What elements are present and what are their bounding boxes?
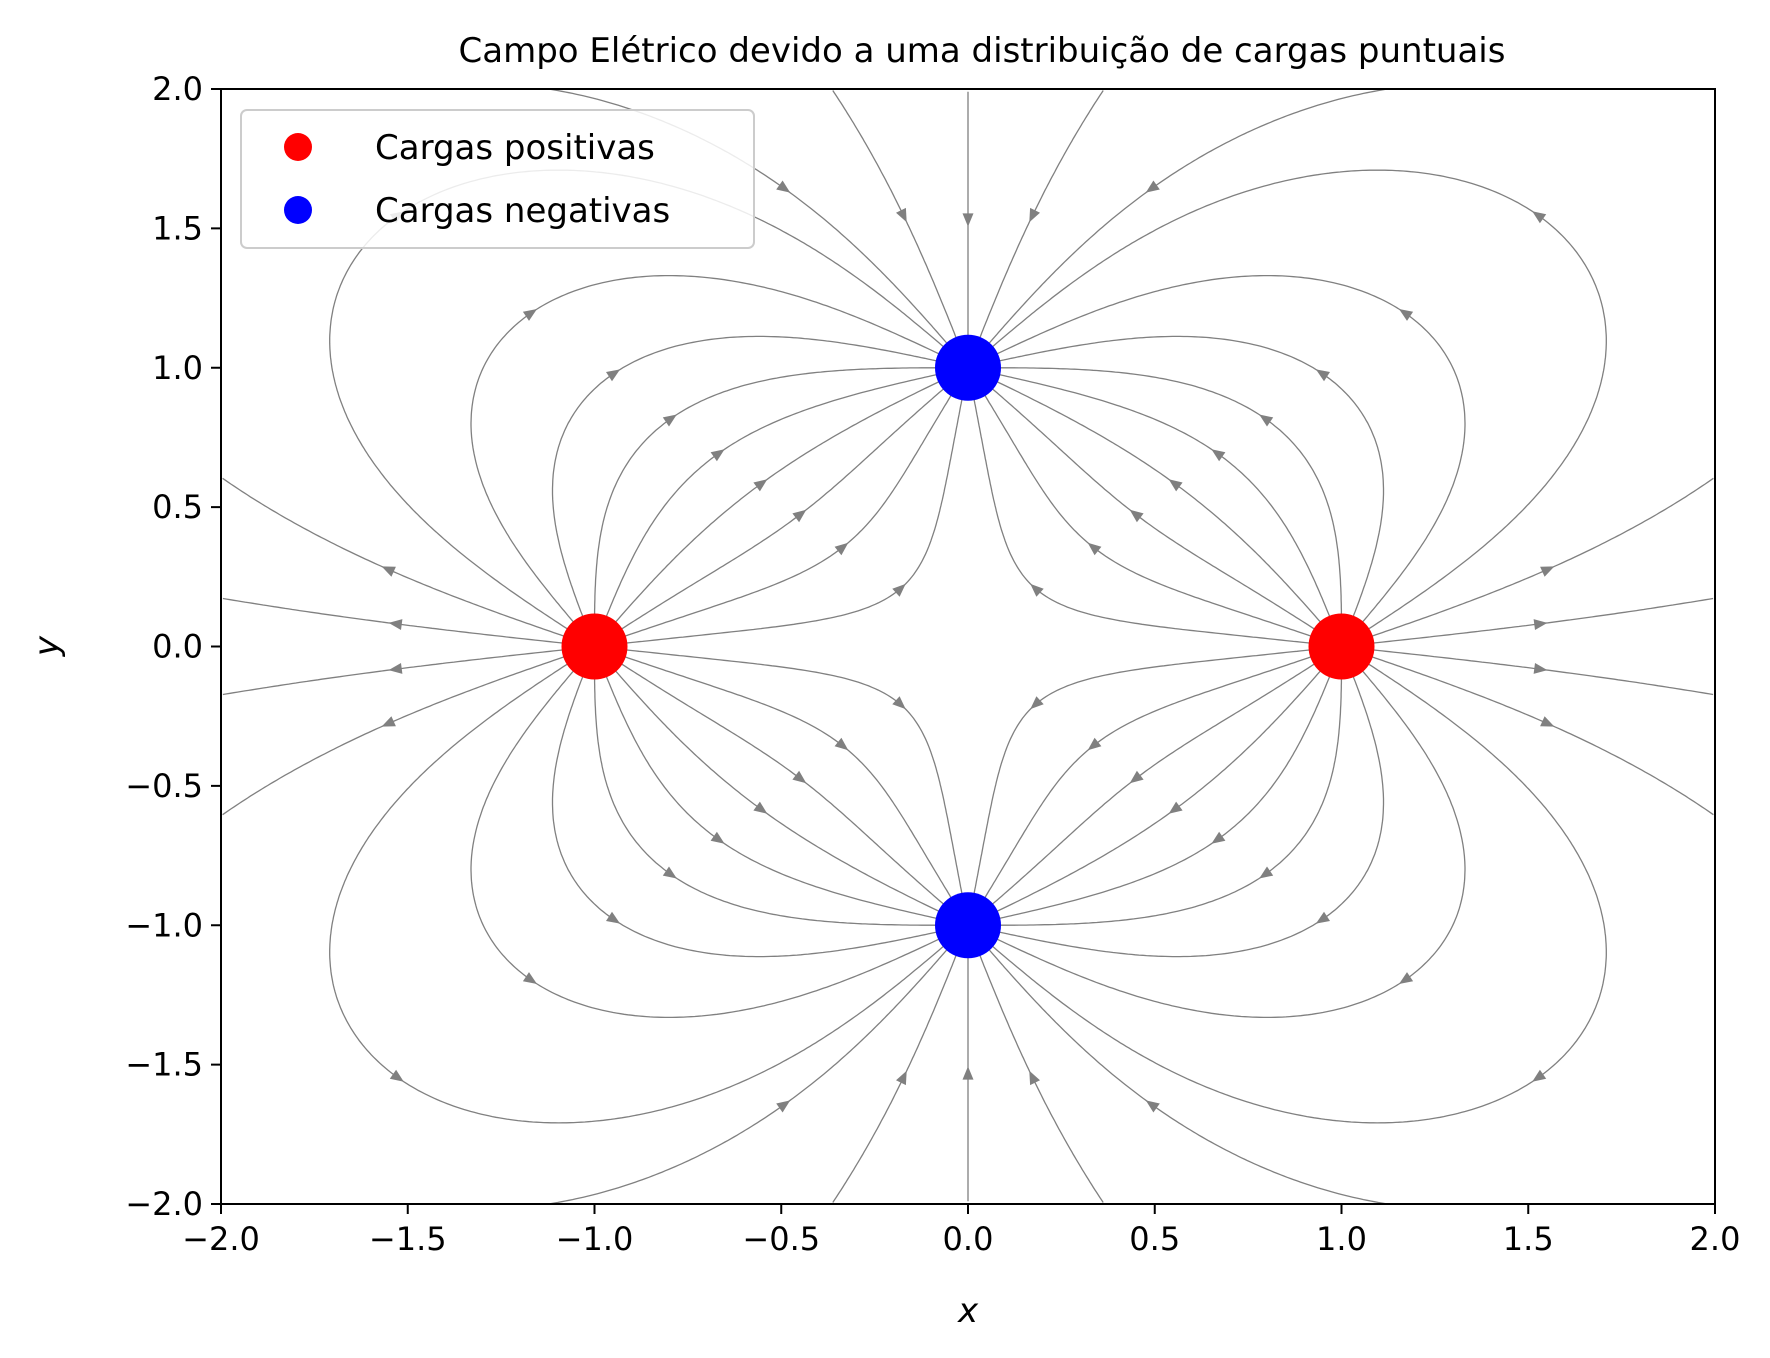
streamline-arrow — [1030, 696, 1044, 710]
streamline-arrow — [1145, 180, 1160, 193]
streamline-arrow — [962, 1066, 974, 1080]
y-tick-label: −1.5 — [125, 1046, 203, 1084]
legend-label-negative: Cargas negativas — [375, 191, 670, 231]
streamline-arrow — [1315, 369, 1330, 382]
charge-markers — [561, 334, 1375, 959]
streamline-arrow — [1211, 449, 1226, 462]
streamline-arrow — [1540, 566, 1555, 577]
y-tick-label: −0.5 — [125, 767, 203, 805]
x-tick-label: −0.5 — [742, 1220, 820, 1258]
streamline-arrow — [834, 542, 849, 556]
streamline-arrow — [1087, 737, 1102, 751]
streamline-arrow — [1259, 414, 1274, 427]
streamline-arrow — [892, 583, 906, 597]
x-axis-ticks: −2.0 −1.5 −1.0 −0.5 0.0 0.5 1.0 1.5 2.0 — [182, 1204, 1740, 1258]
streamline-arrow — [896, 207, 907, 223]
streamlines — [222, 88, 1714, 1205]
y-tick-label: 1.0 — [152, 349, 203, 387]
legend-marker-negative — [284, 196, 312, 224]
x-tick-label: 0.0 — [943, 1220, 994, 1258]
y-tick-label: −2.0 — [125, 1185, 203, 1223]
negative-charge — [935, 892, 1001, 959]
streamline-arrow — [753, 479, 768, 492]
streamline-arrow — [1129, 770, 1144, 784]
x-tick-label: 1.0 — [1316, 1220, 1367, 1258]
y-tick-label: 0.0 — [152, 628, 203, 666]
y-axis-label: y — [27, 635, 67, 657]
streamline-arrow — [892, 696, 906, 710]
streamline-arrow — [1315, 911, 1330, 924]
legend-label-positive: Cargas positivas — [375, 128, 655, 168]
streamline-arrow — [381, 566, 396, 577]
x-tick-label: −2.0 — [182, 1220, 260, 1258]
streamline-arrow — [389, 1069, 404, 1082]
streamline-arrow — [662, 414, 677, 427]
x-tick-label: −1.0 — [556, 1220, 634, 1258]
streamline-arrow — [388, 619, 403, 630]
streamline-arrow — [753, 801, 768, 814]
y-tick-label: 0.5 — [152, 488, 203, 526]
streamline-arrow — [662, 866, 677, 879]
negative-charge — [935, 334, 1001, 401]
streamline-arrow — [792, 509, 807, 523]
streamline-arrow — [1029, 1070, 1040, 1086]
legend-marker-positive — [284, 133, 312, 161]
y-tick-label: −1.0 — [125, 906, 203, 944]
y-tick-label: 2.0 — [152, 70, 203, 108]
streamline-arrow — [1145, 1100, 1160, 1113]
streamline-arrow — [776, 1100, 791, 1113]
streamline-arrow — [710, 831, 725, 844]
streamline-arrow — [1030, 583, 1044, 597]
streamline-arrow — [606, 911, 621, 924]
positive-charge — [561, 613, 628, 680]
chart-title: Campo Elétrico devido a uma distribuição… — [459, 31, 1506, 71]
legend: Cargas positivas Cargas negativas — [240, 109, 755, 249]
x-axis-label: x — [957, 1291, 979, 1331]
streamline-arrow — [1533, 619, 1548, 630]
streamline-arrow — [381, 716, 396, 727]
streamline-arrow — [1168, 479, 1183, 492]
streamline-arrow — [388, 663, 403, 674]
streamline-arrow — [962, 213, 974, 227]
streamline-arrow — [1540, 716, 1555, 727]
x-tick-label: 1.5 — [1503, 1220, 1554, 1258]
x-tick-label: −1.5 — [369, 1220, 447, 1258]
streamline-arrow — [834, 737, 849, 751]
streamline-arrow — [606, 369, 621, 382]
streamline-arrow — [1533, 663, 1548, 674]
streamline-arrow — [1211, 831, 1226, 844]
streamline-arrow — [1399, 972, 1414, 984]
y-axis-ticks: −2.0 −1.5 −1.0 −0.5 0.0 0.5 1.0 1.5 2.0 — [125, 70, 221, 1223]
streamline-arrow — [792, 770, 807, 784]
streamline-arrow — [1532, 1069, 1547, 1082]
streamline-arrow — [1168, 801, 1183, 814]
streamline-arrow — [1029, 207, 1040, 223]
streamline-arrow — [1259, 866, 1274, 879]
legend-box — [240, 109, 755, 249]
streamline-arrow — [522, 972, 537, 984]
y-tick-label: 1.5 — [152, 209, 203, 247]
streamline-arrow — [1087, 542, 1102, 556]
streamline-arrow — [1532, 211, 1547, 224]
streamline-arrow — [896, 1070, 907, 1086]
x-tick-label: 2.0 — [1690, 1220, 1741, 1258]
streamline-arrow — [710, 449, 725, 462]
x-tick-label: 0.5 — [1129, 1220, 1180, 1258]
streamline-arrow — [1129, 509, 1144, 523]
streamline-arrow — [522, 309, 537, 321]
streamline-arrow — [1399, 309, 1414, 321]
positive-charge — [1308, 613, 1375, 680]
streamline-arrow — [776, 180, 791, 193]
